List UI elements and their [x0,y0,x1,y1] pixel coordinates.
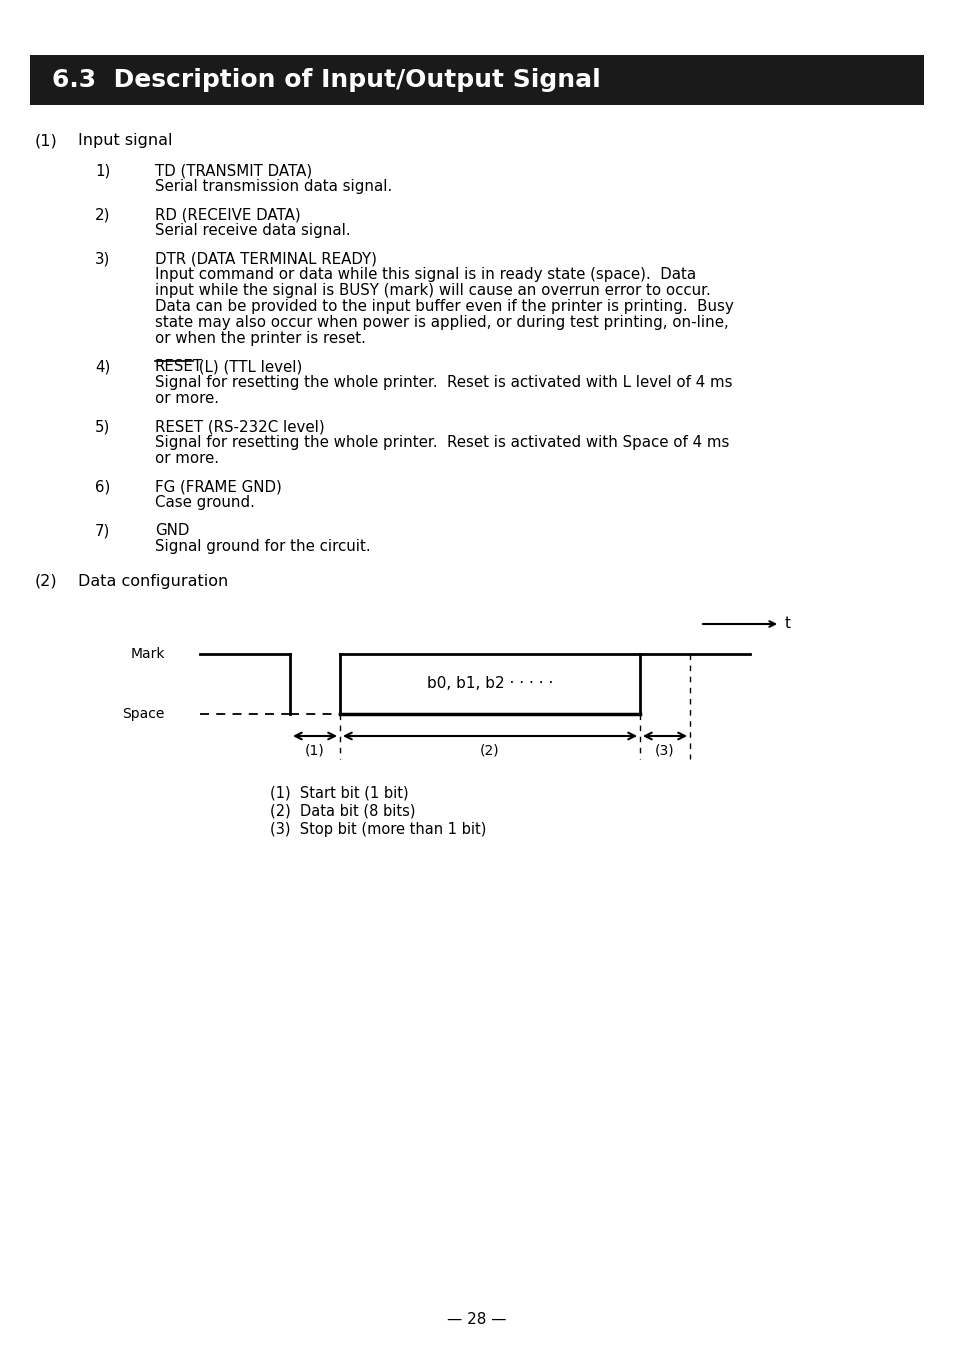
Text: 2): 2) [95,207,111,222]
Text: or more.: or more. [154,391,219,406]
Text: 5): 5) [95,419,111,434]
Text: Signal for resetting the whole printer.  Reset is activated with Space of 4 ms: Signal for resetting the whole printer. … [154,435,729,450]
Text: state may also occur when power is applied, or during test printing, on-line,: state may also occur when power is appli… [154,315,728,330]
Text: (2): (2) [479,744,499,758]
Text: Signal for resetting the whole printer.  Reset is activated with L level of 4 ms: Signal for resetting the whole printer. … [154,375,732,389]
Text: Mark: Mark [131,648,165,661]
Text: RESET: RESET [154,360,203,375]
Text: TD (TRANSMIT DATA): TD (TRANSMIT DATA) [154,164,312,178]
Text: 7): 7) [95,523,111,538]
Text: Serial receive data signal.: Serial receive data signal. [154,223,351,238]
Text: Data configuration: Data configuration [78,575,228,589]
Text: (1): (1) [305,744,325,758]
Text: DTR (DATA TERMINAL READY): DTR (DATA TERMINAL READY) [154,251,376,266]
Text: Input command or data while this signal is in ready state (space).  Data: Input command or data while this signal … [154,266,696,283]
Text: 3): 3) [95,251,111,266]
Text: — 28 —: — 28 — [447,1313,506,1328]
Text: (2)  Data bit (8 bits): (2) Data bit (8 bits) [270,804,416,819]
Text: input while the signal is BUSY (mark) will cause an overrun error to occur.: input while the signal is BUSY (mark) wi… [154,283,710,297]
Text: (3): (3) [655,744,674,758]
Text: b0, b1, b2 · · · · ·: b0, b1, b2 · · · · · [426,676,553,691]
Text: (2): (2) [35,575,57,589]
Text: 6.3  Description of Input/Output Signal: 6.3 Description of Input/Output Signal [52,68,600,92]
Text: (1): (1) [35,132,58,147]
Text: Signal ground for the circuit.: Signal ground for the circuit. [154,539,370,554]
Text: RD (RECEIVE DATA): RD (RECEIVE DATA) [154,207,300,222]
Text: GND: GND [154,523,190,538]
Text: 1): 1) [95,164,111,178]
Text: RESET (RS-232C level): RESET (RS-232C level) [154,419,324,434]
Text: Serial transmission data signal.: Serial transmission data signal. [154,178,392,193]
Text: (3)  Stop bit (more than 1 bit): (3) Stop bit (more than 1 bit) [270,822,486,837]
Text: Input signal: Input signal [78,132,172,147]
Text: (1)  Start bit (1 bit): (1) Start bit (1 bit) [270,786,408,800]
Text: (L) (TTL level): (L) (TTL level) [193,360,302,375]
Text: FG (FRAME GND): FG (FRAME GND) [154,479,281,493]
FancyBboxPatch shape [30,55,923,105]
Text: Space: Space [123,707,165,721]
Text: Data can be provided to the input buffer even if the printer is printing.  Busy: Data can be provided to the input buffer… [154,299,733,314]
Text: t: t [784,617,790,631]
Text: or more.: or more. [154,452,219,466]
Text: Case ground.: Case ground. [154,495,254,510]
Text: 6): 6) [95,479,111,493]
Text: or when the printer is reset.: or when the printer is reset. [154,331,366,346]
Text: 4): 4) [95,360,111,375]
